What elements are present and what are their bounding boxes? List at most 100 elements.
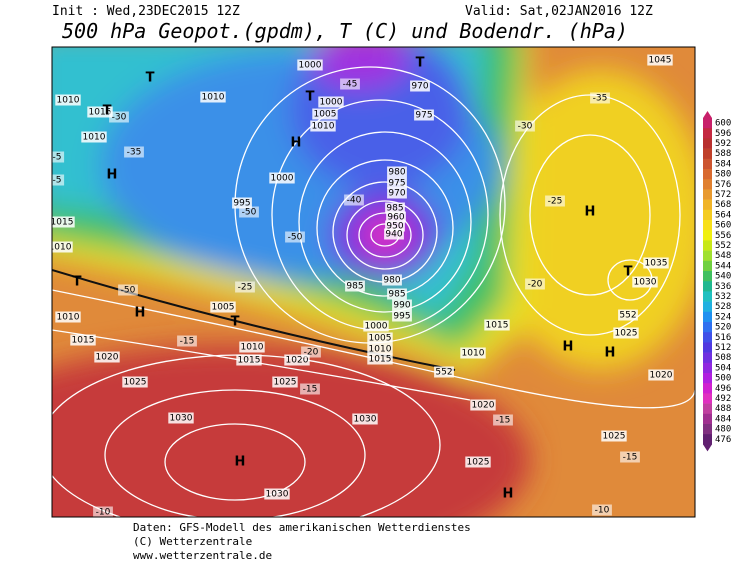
isobar-label: 1010 [462, 349, 485, 359]
pressure-center: H [585, 205, 596, 220]
isobar-label: 990 [393, 301, 410, 311]
isobar-label: 1010 [369, 345, 392, 355]
pressure-center: T [231, 315, 240, 330]
isobar-label-bg [363, 320, 389, 332]
colorbar-label: 500 [715, 374, 731, 384]
colorbar-segment [703, 209, 712, 221]
temperature-label: -25 [238, 283, 253, 293]
isobar-label-bg [385, 220, 405, 232]
isobar-label-bg [284, 354, 310, 366]
valid-time: Valid: Sat,02JAN2016 12Z [465, 4, 653, 19]
isobar-label-bg [239, 341, 265, 353]
colorbar-label: 504 [715, 363, 731, 373]
colorbar-label: 528 [715, 302, 731, 312]
isobar-label: 980 [388, 168, 405, 178]
temperature-label-bg [285, 231, 305, 243]
colorbar-label: 536 [715, 282, 731, 292]
colorbar-segment [703, 158, 712, 170]
isobar-label: 1030 [354, 415, 377, 425]
colorbar-label: 544 [715, 261, 731, 271]
temperature-label-bg [239, 206, 259, 218]
temperature-label-bg [52, 151, 65, 163]
isobar-label: 1020 [650, 371, 673, 381]
isobar-label: 1010 [312, 122, 335, 132]
colorbar-segment [703, 311, 712, 323]
isobar-label-bg [601, 430, 627, 442]
isobar-label: 1005 [212, 303, 235, 313]
colorbar-segment [703, 189, 712, 200]
colorbar-segment [703, 393, 712, 404]
colorbar-label: 480 [715, 425, 731, 435]
isobar-label-bg [385, 202, 405, 214]
colorbar-label: 520 [715, 323, 731, 333]
colorbar-segment [703, 281, 712, 292]
temperature-label: -30 [112, 113, 127, 123]
colorbar-label: 552 [715, 241, 731, 251]
pressure-center: T [103, 104, 112, 119]
isobar-label-bg [392, 310, 412, 322]
isobar-label: 1015 [238, 356, 261, 366]
isobar-label-bg [382, 274, 402, 286]
temperature-label: -10 [96, 508, 111, 518]
colorbar-segment [703, 383, 712, 394]
isobar-label-bg [387, 166, 407, 178]
isobar-label: 1010 [49, 243, 72, 253]
pressure-center: T [146, 71, 155, 86]
colorbar-segment [703, 424, 712, 435]
isobar-label: 1030 [634, 278, 657, 288]
isobar-label-bg [367, 332, 393, 344]
temperature-label: -5 [53, 176, 62, 186]
isobar-label-bg [384, 228, 404, 240]
temperature-label: -20 [528, 280, 543, 290]
colorbar-label: 532 [715, 292, 731, 302]
colorbar-label: 596 [715, 129, 731, 139]
isobar-label-bg [386, 211, 406, 223]
colorbar-segment [703, 373, 712, 384]
colorbar-tip-bottom [703, 444, 712, 452]
isobar-label: 1005 [369, 334, 392, 344]
colorbar-segment [703, 322, 712, 333]
colorbar-label: 508 [715, 353, 731, 363]
map-frame [51, 46, 696, 518]
isobar-label-bg [52, 241, 73, 253]
isobar-label: 1010 [57, 313, 80, 323]
isobar-label-bg [387, 288, 407, 300]
temperature-label: -40 [347, 196, 362, 206]
isobar-label-bg [269, 172, 295, 184]
colorbar-label: 584 [715, 159, 731, 169]
temperature-label-bg [118, 284, 138, 296]
temperature-label-bg [235, 281, 255, 293]
colorbar-segment [703, 342, 712, 353]
isobar-label: 995 [233, 199, 250, 209]
isobar-label-bg [367, 353, 393, 365]
isobar-label: 985 [388, 290, 405, 300]
isobar-label: 960 [387, 213, 404, 223]
temperature-label: -50 [288, 233, 303, 243]
colorbar-segment [703, 169, 712, 180]
footer-url: www.wetterzentrale.de [133, 549, 272, 562]
isobar-label-bg [648, 369, 674, 381]
isobar-label-bg [460, 347, 486, 359]
isobar-label-bg [618, 309, 638, 321]
isobar-label-bg [87, 106, 113, 118]
isobar-label: 985 [346, 282, 363, 292]
temperature-label-bg [109, 111, 129, 123]
isobar-label: 1030 [266, 490, 289, 500]
temperature-label-bg [93, 506, 113, 517]
isobar-label: 1015 [51, 218, 74, 228]
isobar-label: 1025 [274, 378, 297, 388]
colorbar-segment [703, 260, 712, 272]
isobar-label: 1045 [649, 56, 672, 66]
isobar-label: 1010 [202, 93, 225, 103]
isobar-label-bg [318, 96, 344, 108]
isobar-label: 1000 [271, 174, 294, 184]
isobar-label-bg [70, 334, 96, 346]
isobar-label-bg [414, 109, 434, 121]
isobar-label-bg [122, 376, 148, 388]
footer-source: Daten: GFS-Modell des amerikanischen Wet… [133, 521, 471, 534]
isobar-label: 1000 [365, 322, 388, 332]
colorbar-segment [703, 148, 712, 160]
isobar-label-bg [200, 91, 226, 103]
colorbar-label: 488 [715, 404, 731, 414]
